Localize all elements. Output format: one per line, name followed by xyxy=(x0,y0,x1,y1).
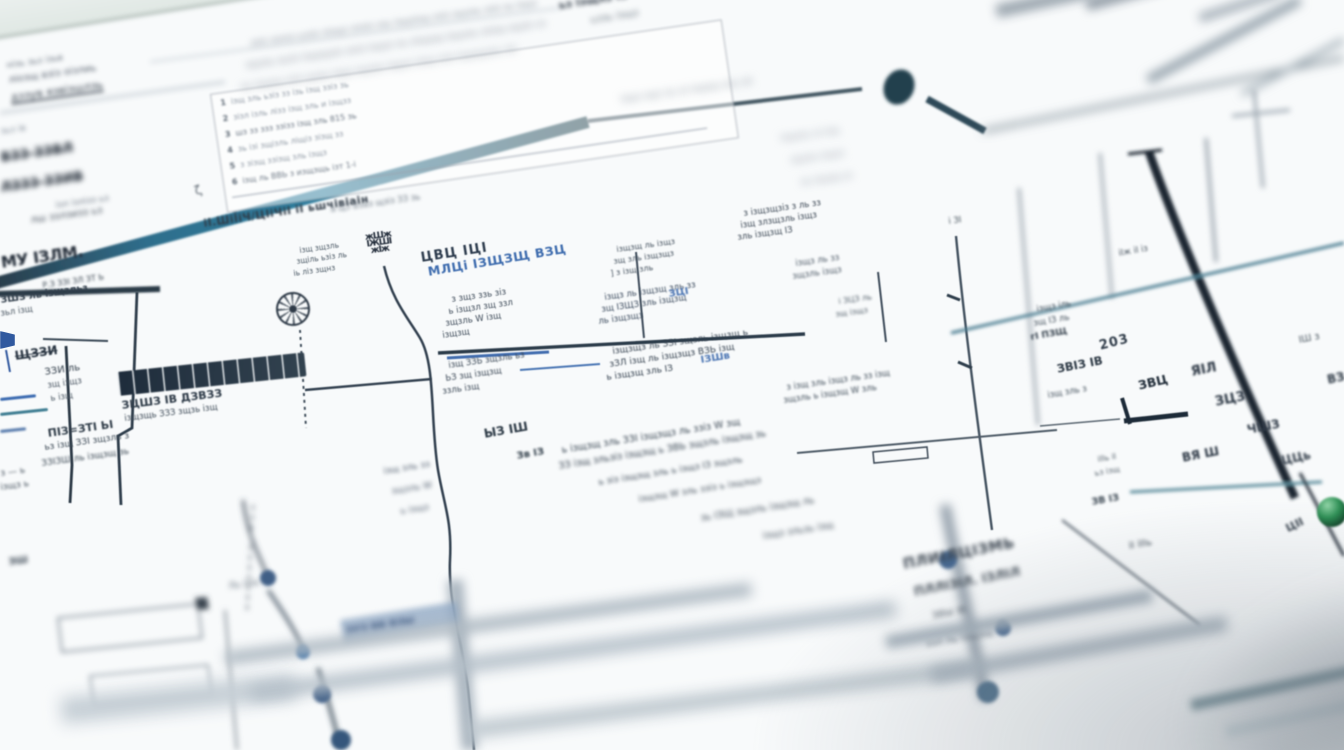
connector-line xyxy=(954,235,994,531)
blurred-outline-box xyxy=(56,602,204,654)
thick-vertical-rule xyxy=(1144,150,1299,500)
connector-line xyxy=(42,338,109,342)
green-sphere-icon xyxy=(1317,497,1344,527)
stripe-baton xyxy=(925,95,987,135)
sheet-edge-line xyxy=(149,7,561,63)
teal-thin-line xyxy=(1129,480,1323,494)
ink-knot-icon xyxy=(883,69,915,105)
list-item-number: 4 xyxy=(226,145,234,156)
connector-line xyxy=(64,345,74,504)
corner-streak xyxy=(1145,0,1303,84)
ink-trail xyxy=(241,499,270,579)
faint-horizontal-rule xyxy=(1231,108,1291,118)
stripe-shadow-line xyxy=(0,286,161,297)
connector-line xyxy=(635,251,645,339)
sheet-edge-line xyxy=(0,80,226,115)
flag-stem xyxy=(5,349,11,373)
list-item-number: 1 xyxy=(219,97,227,108)
teal-thin-line xyxy=(950,241,1344,335)
blue-underline xyxy=(446,350,550,360)
ink-blob-icon xyxy=(939,551,957,569)
bracket-bar xyxy=(1123,411,1189,424)
connector-line xyxy=(877,271,887,343)
list-item-number: 5 xyxy=(229,161,236,171)
blurred-vertical-group xyxy=(0,7,1291,426)
faint-vertical-rule xyxy=(1252,89,1265,189)
tree-glyph-icon: жШж ІЖШІ жІж xyxy=(364,229,394,256)
connector-line xyxy=(116,291,139,506)
rule-cap xyxy=(1127,148,1163,156)
bold-garbled-word: ВЗ xyxy=(1325,369,1344,387)
connector-line xyxy=(1039,418,1121,427)
ink-blob-icon xyxy=(977,681,999,703)
ink-trail xyxy=(266,589,305,651)
flag-icon xyxy=(0,331,15,349)
faint-vertical-rule xyxy=(1204,137,1218,263)
list-item-number: 6 xyxy=(231,176,239,187)
list-item-number: 3 xyxy=(224,129,232,140)
tick-marks xyxy=(946,293,973,370)
corner-streak xyxy=(1240,37,1344,97)
flowchart-line-group xyxy=(5,235,1189,750)
blue-underline xyxy=(519,363,601,371)
small-dark-square xyxy=(195,597,209,610)
faint-vertical-rule xyxy=(1098,152,1114,299)
connector-line xyxy=(304,377,433,392)
garbled-row: і ЗІ xyxy=(947,215,963,227)
dashed-vertical xyxy=(246,504,254,611)
soft-vertical-band xyxy=(940,504,990,701)
far-line-group xyxy=(982,0,1344,133)
divider-line xyxy=(437,332,806,355)
ink-blob-icon xyxy=(331,730,351,750)
long-underline xyxy=(796,429,1058,454)
dotted-stem xyxy=(299,329,307,429)
list-item-number: 2 xyxy=(222,113,229,124)
paper-edge-diagonal xyxy=(1061,519,1201,626)
faint-vertical-rule xyxy=(1017,187,1040,426)
ink-blob-icon xyxy=(260,570,276,586)
small-outline-box xyxy=(872,446,929,464)
